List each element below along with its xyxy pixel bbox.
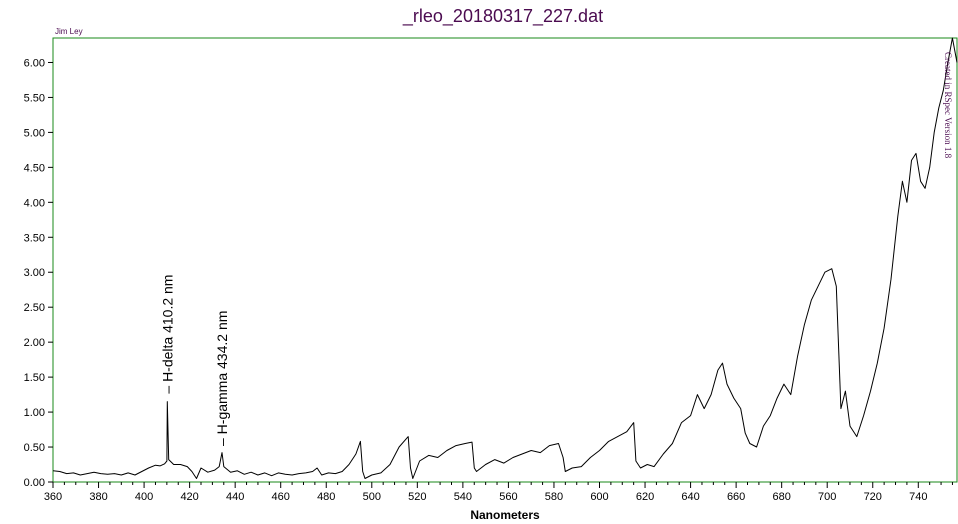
y-tick-label: 0.00 <box>24 477 45 489</box>
y-tick-label: 4.00 <box>24 197 45 209</box>
x-tick-label: 680 <box>772 491 790 503</box>
x-tick-label: 640 <box>681 491 699 503</box>
x-tick-label: 520 <box>408 491 426 503</box>
line-annotation: – H-gamma 434.2 nm <box>214 311 230 446</box>
x-tick-label: 540 <box>454 491 472 503</box>
plot-frame <box>52 37 958 483</box>
x-axis-label: Nanometers <box>470 508 540 522</box>
x-tick-label: 740 <box>909 491 927 503</box>
y-tick-label: 0.50 <box>24 442 45 454</box>
plot-layer: – H-delta 410.2 nm – H-gamma 434.2 nm <box>52 37 958 479</box>
x-tick-label: 620 <box>636 491 654 503</box>
x-tick-label: 720 <box>864 491 882 503</box>
y-tick-label: 1.50 <box>24 372 45 384</box>
x-tick-label: 560 <box>499 491 517 503</box>
y-tick-label: 5.00 <box>24 127 45 139</box>
x-tick-label: 420 <box>180 491 198 503</box>
x-tick-label: 380 <box>89 491 107 503</box>
author-label: Jim Ley <box>55 27 83 36</box>
axes-layer: 0.00 0.50 1.00 1.50 2.00 2.50 3.00 3.50 4.00 4.50… <box>24 37 958 503</box>
y-tick-label: 4.50 <box>24 162 45 174</box>
x-tick-label: 580 <box>545 491 563 503</box>
x-tick-label: 600 <box>590 491 608 503</box>
y-tick-label: 1.00 <box>24 407 45 419</box>
x-tick-label: 400 <box>135 491 153 503</box>
x-tick-label: 700 <box>818 491 836 503</box>
y-tick-label: 6.00 <box>24 57 45 69</box>
y-tick-label: 2.00 <box>24 337 45 349</box>
y-tick-label: 5.50 <box>24 92 45 104</box>
x-tick-label: 660 <box>727 491 745 503</box>
x-tick-label: 440 <box>226 491 244 503</box>
line-annotation: – H-delta 410.2 nm <box>159 275 175 394</box>
x-tick-label: 500 <box>363 491 381 503</box>
software-credit: Created in RSpec Version 1.8 <box>943 52 953 159</box>
y-tick-label: 3.00 <box>24 267 45 279</box>
x-tick-label: 460 <box>272 491 290 503</box>
x-tick-label: 360 <box>44 491 62 503</box>
spectrum-line <box>52 37 958 479</box>
chart-title: _rleo_20180317_227.dat <box>402 6 603 27</box>
x-tick-label: 480 <box>317 491 335 503</box>
y-tick-label: 3.50 <box>24 232 45 244</box>
y-tick-label: 2.50 <box>24 302 45 314</box>
